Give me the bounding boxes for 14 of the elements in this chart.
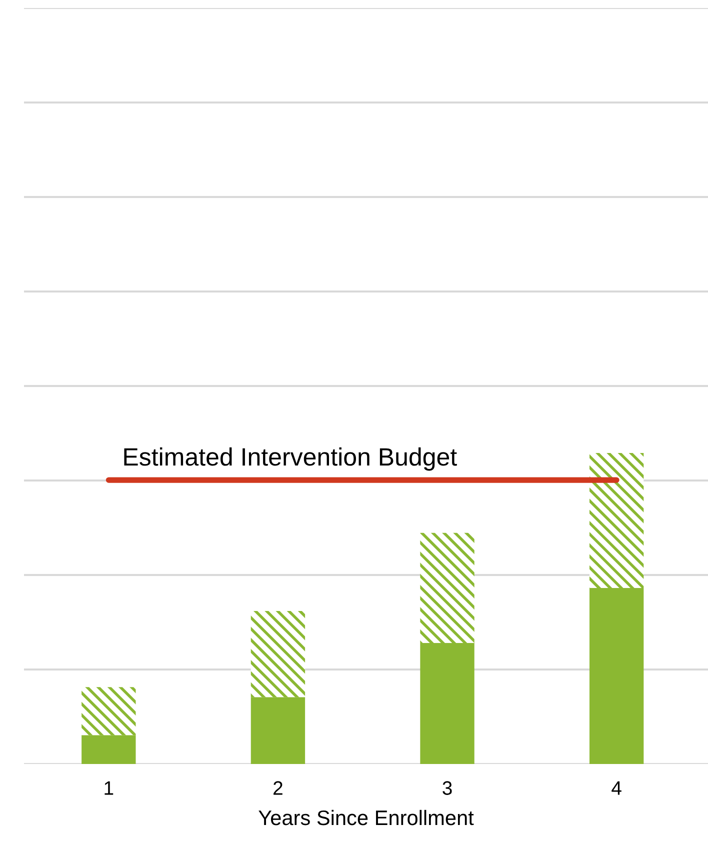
ref-line-label: Estimated Intervention Budget — [124, 447, 457, 471]
bar — [589, 453, 644, 588]
x-tick-label: 3 — [442, 781, 452, 795]
bar — [589, 588, 644, 764]
bar — [82, 735, 136, 764]
bar — [250, 697, 306, 764]
x-tick-label: 1 — [104, 781, 114, 795]
x-tick-label: 2 — [274, 781, 282, 795]
x-axis-title: Years Since Enrollment — [258, 810, 474, 826]
x-tick-label: 4 — [612, 781, 622, 795]
bar — [250, 610, 306, 698]
bar — [82, 687, 136, 736]
bar — [420, 532, 474, 644]
bar — [420, 643, 474, 764]
